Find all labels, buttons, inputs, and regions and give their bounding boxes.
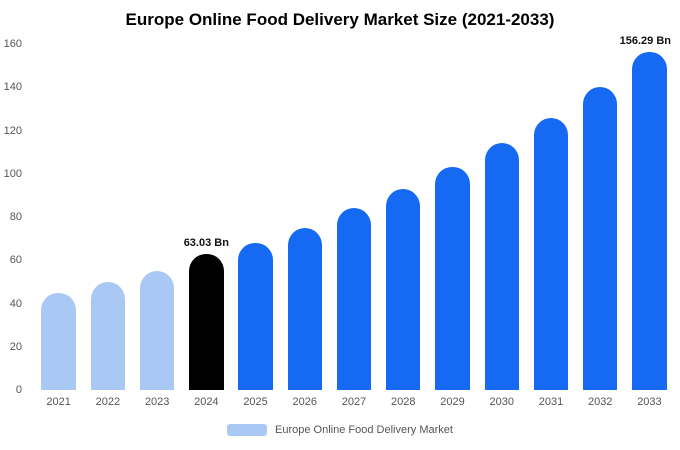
- y-tick-label: 60: [9, 254, 22, 267]
- y-tick-label: 160: [3, 38, 22, 50]
- bar-2024: [189, 253, 224, 390]
- bar-slot: [34, 44, 83, 390]
- x-tick-label: 2032: [587, 396, 613, 408]
- x-tick-label: 2028: [391, 396, 416, 408]
- x-tick-label: 2021: [46, 396, 71, 408]
- bar-2021: [41, 292, 76, 390]
- bar-2027: [336, 208, 372, 390]
- bar-2032: [582, 87, 618, 390]
- y-tick-label: 20: [9, 340, 22, 353]
- x-tick-label: 2024: [194, 396, 219, 408]
- bar-slot: [428, 44, 477, 390]
- bar-2022: [90, 281, 126, 390]
- bar-2025: [238, 242, 273, 390]
- x-axis: 2021 2022 2023 2024 2025 2026 2027 2028 2029 2030…: [34, 396, 674, 412]
- bars-area: 63.03 Bn 156.29 Bn: [34, 35, 674, 390]
- x-tick-label: 2029: [440, 396, 465, 408]
- legend-swatch: [227, 424, 268, 436]
- x-tick-label: 2022: [95, 396, 121, 408]
- bar-2026: [287, 227, 323, 390]
- bar-slot: [132, 44, 181, 390]
- bar-slot: [231, 44, 280, 390]
- chart-title: Europe Online Food Delivery Market Size …: [125, 10, 555, 29]
- plot-area: 63.03 Bn 156.29 Bn: [34, 35, 674, 390]
- bar-2033: [632, 52, 667, 390]
- bar-slot: [576, 44, 625, 390]
- x-tick-label: 2033: [637, 396, 662, 408]
- y-tick-label: 80: [9, 211, 22, 223]
- bar-slot: 156.29 Bn: [620, 35, 674, 390]
- bar-slot: [329, 44, 378, 390]
- bar-value-annotation: 63.03 Bn: [183, 236, 229, 249]
- x-tick-label: 2023: [144, 396, 170, 408]
- bar-value-annotation: 156.29 Bn: [619, 35, 671, 48]
- bar-slot: [83, 44, 132, 390]
- x-tick-label: 2031: [538, 396, 564, 408]
- bar-slot: 63.03 Bn: [182, 44, 231, 390]
- x-tick-label: 2026: [292, 396, 318, 408]
- legend-label: Europe Online Food Delivery Market: [275, 424, 453, 436]
- y-tick-label: 120: [3, 124, 22, 137]
- bar-slot: [526, 44, 575, 390]
- bar-2029: [435, 167, 470, 390]
- bar-2023: [139, 271, 175, 390]
- bar-2031: [533, 117, 569, 390]
- y-tick-label: 0: [15, 384, 22, 396]
- legend: Europe Online Food Delivery Market: [0, 424, 680, 436]
- x-tick-label: 2027: [341, 396, 367, 408]
- y-axis: 0 20 40 60 80 100 120 140 160: [0, 38, 26, 396]
- x-tick-label: 2030: [489, 396, 514, 408]
- y-tick-label: 40: [9, 297, 22, 310]
- y-tick-label: 100: [3, 167, 22, 180]
- x-tick-label: 2025: [243, 396, 268, 408]
- bar-2030: [484, 143, 519, 390]
- y-tick-label: 140: [3, 81, 22, 94]
- bar-slot: [477, 44, 526, 390]
- bar-2028: [386, 188, 421, 390]
- bar-slot: [379, 44, 428, 390]
- bar-slot: [280, 44, 329, 390]
